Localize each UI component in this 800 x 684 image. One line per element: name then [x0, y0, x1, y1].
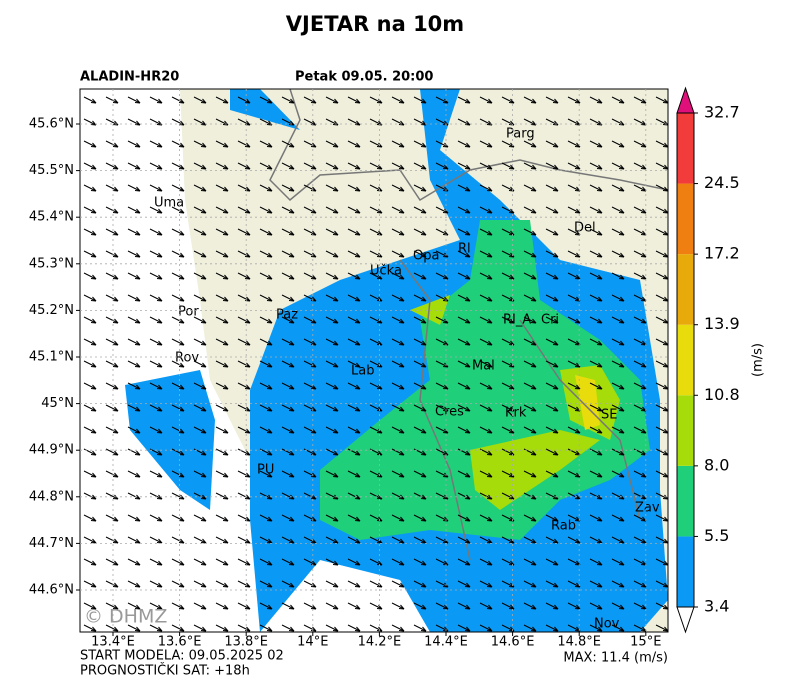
lon-label: 14.6°E — [491, 635, 535, 650]
colorbar-extend-bottom — [676, 606, 695, 634]
place-label: Por — [178, 305, 199, 320]
place-label: Mal — [472, 359, 495, 374]
lat-label: 44.7°N — [29, 536, 74, 551]
colorbar-label: 24.5 — [704, 173, 740, 192]
lat-label: 45.3°N — [29, 256, 74, 271]
lon-label: 13.4°E — [91, 635, 135, 650]
place-label: Zav — [635, 501, 660, 516]
lat-label: 45.2°N — [29, 303, 74, 318]
colorbar-segment — [677, 254, 694, 325]
colorbar-label: 32.7 — [704, 103, 740, 122]
colorbar-label: 13.9 — [704, 314, 740, 333]
place-label: Lab — [351, 364, 374, 379]
lon-label: 13.6°E — [158, 635, 202, 650]
lat-label: 45.4°N — [29, 210, 74, 225]
title: VJETAR na 10m — [286, 12, 464, 36]
place-label: SE — [601, 408, 617, 423]
place-label: Rab — [551, 519, 576, 534]
colorbar-extend-top — [676, 86, 695, 114]
lon-label: 13.8°E — [224, 635, 268, 650]
place-label: Parg — [506, 127, 535, 142]
colorbar-segment — [677, 324, 694, 396]
place-label: Rl — [458, 242, 471, 257]
place-label: Paz — [276, 308, 298, 323]
place-label: Učka — [370, 264, 402, 279]
colorbar-label: 3.4 — [704, 597, 729, 616]
colorbar-label: 8.0 — [704, 455, 729, 474]
lat-label: 45.6°N — [29, 117, 74, 132]
valid-time: Petak 09.05. 20:00 — [295, 70, 433, 85]
place-label: Krk — [505, 406, 527, 421]
colorbar-label: 10.8 — [704, 385, 740, 404]
map: © DHMZ — [80, 89, 668, 632]
lat-label: 45°N — [41, 396, 74, 411]
place-label: Cri — [541, 313, 559, 328]
max-wind: MAX: 11.4 (m/s) — [563, 651, 668, 666]
lon-label: 15°E — [630, 635, 661, 650]
lat-label: 45.1°N — [29, 350, 74, 365]
model-start: START MODELA: 09.05.2025 02 — [80, 649, 284, 664]
place-label: RI_A — [503, 313, 531, 328]
place-label: PU — [257, 463, 274, 478]
lat-label: 44.8°N — [29, 489, 74, 504]
lat-label: 44.9°N — [29, 443, 74, 458]
colorbar-segment — [677, 113, 694, 184]
colorbar-frame — [676, 112, 695, 608]
place-label: Uma — [154, 196, 184, 211]
place-label: Opa — [413, 249, 439, 264]
lon-label: 14°E — [297, 635, 328, 650]
watermark: © DHMZ — [84, 606, 167, 628]
colorbar-label: 17.2 — [704, 244, 740, 263]
lon-label: 14.8°E — [557, 635, 601, 650]
colorbar-segment — [677, 395, 694, 466]
place-label: Rov — [175, 351, 199, 366]
wind-arrows — [80, 89, 668, 632]
forecast-hour: PROGNOSTIČKI SAT: +18h — [80, 663, 250, 679]
colorbar-segment — [677, 183, 694, 255]
colorbar-unit: (m/s) — [751, 343, 766, 377]
place-label: Del — [574, 221, 596, 236]
place-label: Cres — [435, 405, 464, 420]
map-frame — [79, 88, 669, 633]
lat-label: 44.6°N — [29, 583, 74, 598]
colorbar-segment — [677, 465, 694, 537]
colorbar-label: 5.5 — [704, 526, 729, 545]
model: ALADIN-HR20 — [80, 70, 179, 85]
lat-label: 45.5°N — [29, 163, 74, 178]
colorbar-segment — [677, 536, 694, 607]
place-label: Nov — [594, 617, 620, 632]
lon-label: 14.4°E — [424, 635, 468, 650]
lon-label: 14.2°E — [358, 635, 402, 650]
